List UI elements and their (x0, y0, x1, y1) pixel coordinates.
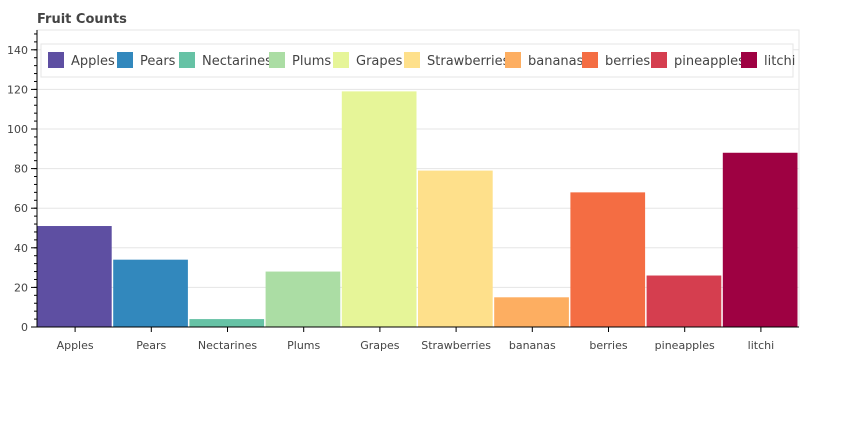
bar-nectarines (189, 319, 265, 327)
legend-swatch-berries (582, 52, 598, 68)
x-tick-label: litchi (748, 339, 775, 352)
bar-berries (570, 192, 646, 327)
legend-label: Strawberries (427, 54, 510, 69)
chart-title: Fruit Counts (37, 12, 127, 27)
legend-label: Plums (292, 54, 331, 69)
x-tick-label: Pears (136, 339, 166, 352)
legend-label: Grapes (356, 54, 403, 69)
legend-label: Apples (71, 54, 115, 69)
legend-swatch-pears (117, 52, 133, 68)
bar-apples (37, 226, 112, 327)
x-tick-label: Nectarines (198, 339, 257, 352)
legend-label: litchi (764, 54, 795, 69)
legend-label: pineapples (674, 54, 745, 69)
legend-label: berries (605, 54, 650, 69)
bar-pears (113, 259, 188, 327)
bar-strawberries (418, 170, 493, 327)
legend-label: Pears (140, 54, 176, 69)
legend-swatch-apples (48, 52, 64, 68)
y-tick-label: 0 (21, 321, 28, 334)
legend-swatch-nectarines (179, 52, 195, 68)
bar-litchi (722, 152, 798, 327)
x-axis: Apples Pears Nectarines Plums Grapes Strawber… (37, 326, 799, 352)
x-tick-label: pineapples (655, 339, 715, 352)
bar-bananas (494, 297, 569, 327)
bar-pineapples (646, 275, 722, 327)
y-axis: 0 20 40 60 80 100 120 140 (7, 30, 38, 334)
y-tick-label: 20 (14, 281, 28, 294)
legend-label: Nectarines (202, 54, 272, 69)
legend-swatch-bananas (505, 52, 521, 68)
x-tick-label: berries (589, 339, 627, 352)
bars (37, 91, 798, 327)
legend: Apples Pears Nectarines Plums Grapes Strawber… (40, 43, 795, 78)
legend-label: bananas (528, 54, 584, 69)
y-tick-label: 40 (14, 242, 28, 255)
x-tick-label: Plums (287, 339, 320, 352)
y-tick-label: 100 (7, 123, 28, 136)
y-tick-label: 120 (7, 83, 28, 96)
x-tick-label: Apples (57, 339, 94, 352)
y-tick-label: 80 (14, 163, 28, 176)
legend-swatch-litchi (741, 52, 757, 68)
bar-plums (265, 271, 341, 327)
legend-swatch-plums (269, 52, 285, 68)
y-tick-label: 60 (14, 202, 28, 215)
x-tick-label: bananas (509, 339, 556, 352)
bar-grapes (341, 91, 417, 327)
y-tick-label: 140 (7, 44, 28, 57)
x-tick-label: Strawberries (421, 339, 491, 352)
legend-swatch-strawberries (404, 52, 420, 68)
legend-swatch-grapes (333, 52, 349, 68)
x-tick-label: Grapes (360, 339, 400, 352)
legend-swatch-pineapples (651, 52, 667, 68)
